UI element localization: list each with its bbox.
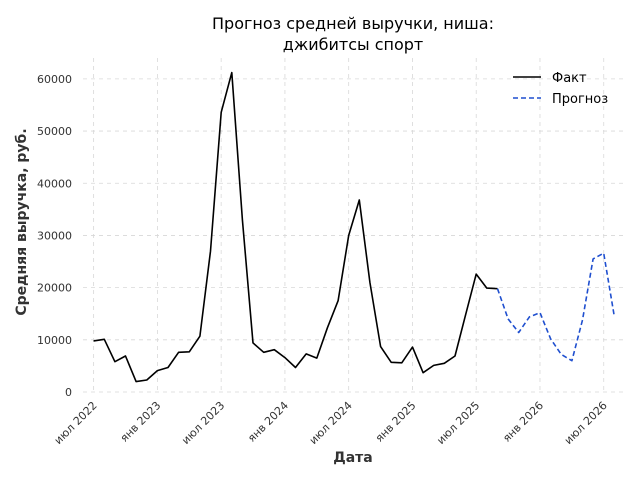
y-tick-label: 40000 xyxy=(37,177,72,190)
x-tick-label: июл 2022 xyxy=(52,399,100,447)
series-lines xyxy=(93,71,616,383)
grid xyxy=(83,58,625,393)
y-axis-label: Средняя выручка, руб. xyxy=(14,128,30,315)
x-tick-label: июл 2024 xyxy=(307,399,355,447)
legend-label-fact: Факт xyxy=(552,71,587,86)
series-line-forecast xyxy=(496,252,616,362)
chart-title-line-1: Прогноз средней выручки, ниша: xyxy=(212,14,494,33)
series-line-fact xyxy=(93,71,498,383)
x-tick-label: янв 2025 xyxy=(373,399,419,445)
y-tick-label: 20000 xyxy=(37,282,72,295)
chart-title-line-2: джибитсы спорт xyxy=(283,35,424,54)
legend: Факт Прогноз xyxy=(513,71,608,107)
y-tick-label: 0 xyxy=(65,386,72,399)
y-axis-ticks: 0 10000 20000 30000 40000 50000 60000 xyxy=(37,73,72,399)
y-tick-label: 30000 xyxy=(37,229,72,242)
x-tick-label: янв 2026 xyxy=(500,399,546,445)
x-tick-label: июл 2025 xyxy=(434,399,482,447)
y-tick-label: 60000 xyxy=(37,73,72,86)
x-axis-label: Дата xyxy=(333,450,372,466)
x-tick-label: янв 2024 xyxy=(245,399,291,445)
x-axis-ticks: июл 2022 янв 2023 июл 2023 янв 2024 июл 2024… xyxy=(52,399,610,447)
x-tick-label: янв 2023 xyxy=(118,399,164,445)
y-tick-label: 50000 xyxy=(37,125,72,138)
legend-label-forecast: Прогноз xyxy=(552,92,608,107)
x-tick-label: июл 2023 xyxy=(179,399,227,447)
y-tick-label: 10000 xyxy=(37,334,72,347)
x-tick-label: июл 2026 xyxy=(562,399,610,447)
